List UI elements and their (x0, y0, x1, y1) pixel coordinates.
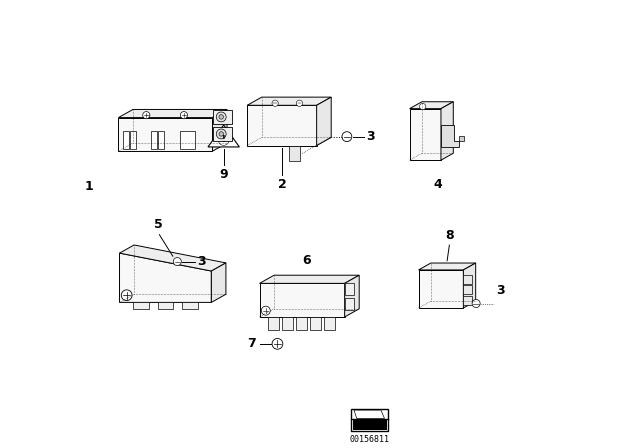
Polygon shape (463, 275, 472, 284)
Text: 2: 2 (278, 178, 286, 191)
Text: 3: 3 (496, 284, 504, 297)
Circle shape (261, 306, 270, 315)
Polygon shape (441, 125, 459, 147)
Circle shape (342, 132, 352, 142)
Text: 7: 7 (247, 337, 256, 350)
Polygon shape (344, 283, 355, 295)
Polygon shape (159, 131, 164, 149)
Polygon shape (211, 263, 226, 302)
Polygon shape (213, 110, 232, 124)
Text: 8: 8 (445, 228, 454, 241)
Circle shape (219, 132, 223, 136)
Polygon shape (269, 317, 279, 330)
Polygon shape (296, 317, 307, 330)
Circle shape (420, 103, 426, 110)
Text: 3: 3 (365, 130, 374, 143)
Circle shape (216, 112, 226, 122)
Polygon shape (133, 302, 148, 309)
Polygon shape (351, 409, 388, 431)
Polygon shape (410, 102, 453, 109)
Polygon shape (419, 263, 476, 270)
Polygon shape (289, 146, 300, 161)
Polygon shape (247, 105, 317, 146)
Text: 1: 1 (85, 180, 93, 194)
Polygon shape (118, 109, 227, 117)
Polygon shape (317, 97, 332, 146)
Circle shape (122, 290, 132, 301)
Polygon shape (118, 117, 212, 151)
Polygon shape (344, 275, 359, 317)
Circle shape (219, 115, 223, 119)
Polygon shape (419, 270, 463, 308)
Polygon shape (120, 245, 226, 271)
Polygon shape (182, 302, 198, 309)
Polygon shape (120, 253, 211, 302)
Circle shape (180, 112, 188, 119)
Polygon shape (247, 97, 332, 105)
Polygon shape (463, 296, 472, 305)
Polygon shape (459, 136, 464, 141)
Text: 4: 4 (434, 178, 442, 191)
Polygon shape (180, 131, 195, 149)
Circle shape (272, 100, 278, 106)
Polygon shape (353, 420, 387, 430)
Polygon shape (212, 109, 227, 151)
Polygon shape (151, 131, 157, 149)
Polygon shape (213, 127, 232, 141)
Text: 3: 3 (197, 255, 205, 268)
Polygon shape (208, 125, 239, 147)
Text: 6: 6 (302, 254, 311, 267)
Text: 9: 9 (220, 168, 228, 181)
Polygon shape (260, 275, 359, 283)
Polygon shape (310, 317, 321, 330)
Polygon shape (123, 131, 129, 149)
Polygon shape (157, 302, 173, 309)
Text: 00156811: 00156811 (349, 435, 390, 444)
Polygon shape (324, 317, 335, 330)
Polygon shape (441, 102, 453, 160)
Polygon shape (463, 285, 472, 294)
Circle shape (143, 112, 150, 119)
Polygon shape (282, 317, 293, 330)
Circle shape (173, 258, 181, 266)
Polygon shape (130, 131, 136, 149)
Polygon shape (260, 283, 344, 317)
Polygon shape (344, 297, 355, 310)
Text: !: ! (221, 135, 226, 145)
Circle shape (272, 339, 283, 349)
Polygon shape (463, 263, 476, 308)
Circle shape (472, 299, 480, 307)
Text: 5: 5 (154, 218, 163, 231)
Polygon shape (410, 109, 441, 160)
Circle shape (296, 100, 303, 106)
Polygon shape (354, 410, 385, 418)
Circle shape (216, 129, 226, 139)
